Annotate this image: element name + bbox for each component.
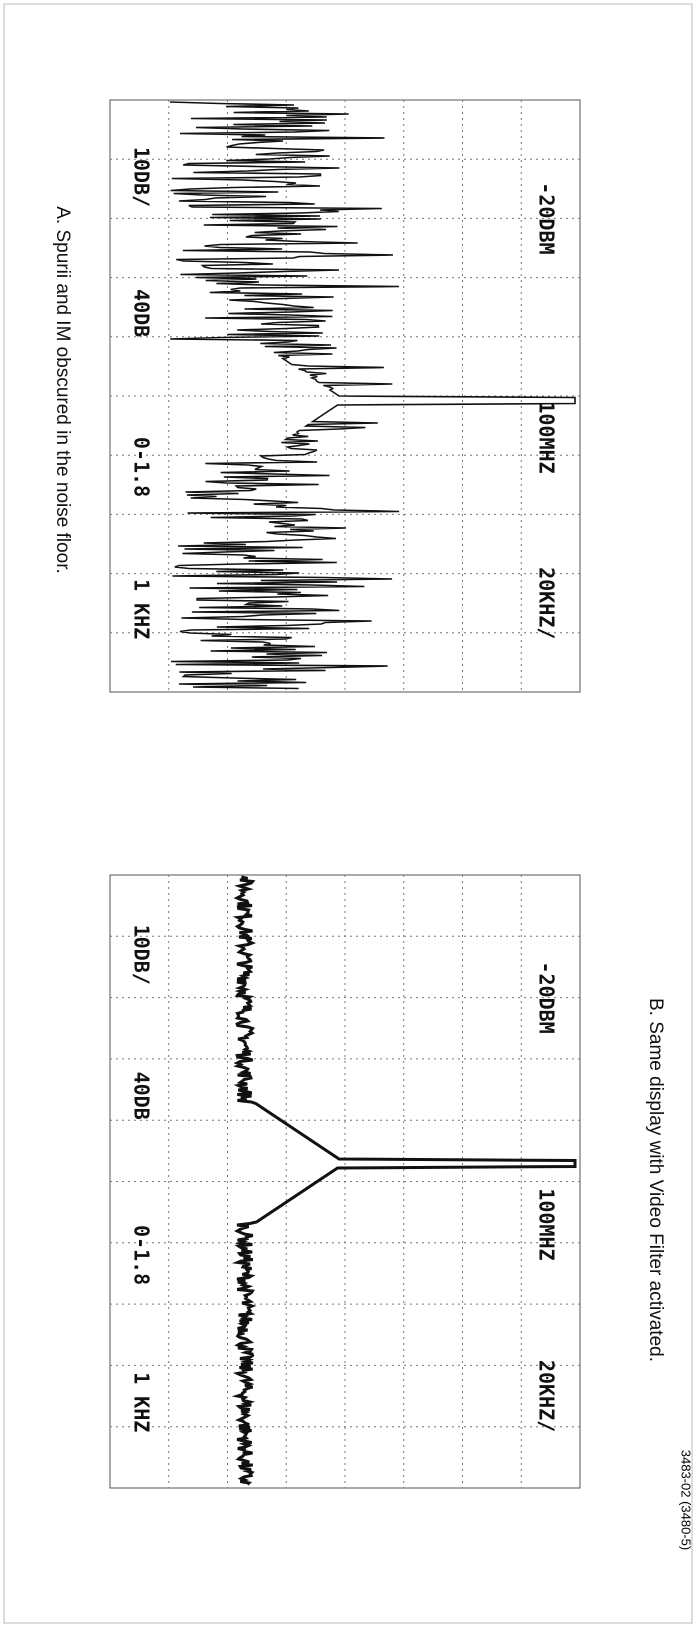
display-label: 1 KHZ [130,1372,154,1432]
display-label: 40DB [130,289,154,337]
caption: B. Same display with Video Filter activa… [645,998,666,1362]
display-label: 40DB [130,1072,154,1120]
document: -20DBM 100MHZ 20KHZ/10DB/40DB 0-1.8 1 KHZ -2… [0,0,696,1627]
display-label: 100MHZ [535,401,559,473]
page: {"panel_a": {"labels": ["-20DBM", "100MH… [0,0,696,1627]
display-label: 1 KHZ [130,579,154,639]
display-label: 10DB/ [130,925,154,985]
display-label: -20DBM [535,961,559,1033]
display-label: 20KHZ/ [535,1360,559,1432]
display-label: 0-1.8 [130,1225,154,1285]
display-label: 10DB/ [130,147,154,207]
display-label: -20DBM [535,182,559,254]
page-border [4,4,692,1623]
display-label: 100MHZ [535,1188,559,1260]
display-label: 0-1.8 [130,437,154,497]
caption: A. Spurii and IM obscured in the noise f… [52,206,73,574]
display-label: 20KHZ/ [535,567,559,639]
figure-number: 3483-02 (3480-5) [679,1450,694,1550]
